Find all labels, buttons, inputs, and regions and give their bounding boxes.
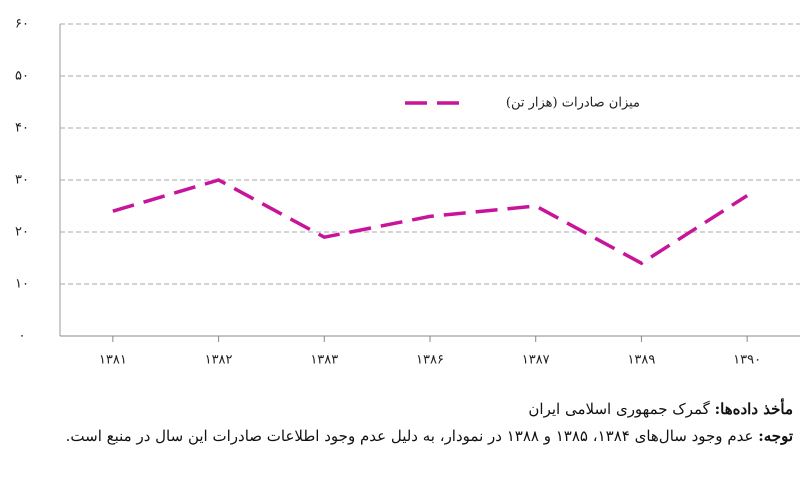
y-tick-label: ۱۰ xyxy=(15,277,29,292)
y-tick-label: ۳۰ xyxy=(15,173,29,188)
source-line: مأخذ داده‌ها: گمرک جمهوری اسلامی ایران xyxy=(8,396,793,423)
y-tick-label: ۶۰ xyxy=(15,17,29,32)
x-tick-label: ۱۳۸۶ xyxy=(416,353,444,368)
chart: ۰ ۱۰ ۲۰ ۳۰ ۴۰ ۵۰ ۶۰ ۱۳۸۱ ۱۳۸۲ ۱۳۸۳ ۱۳۸۶ ۱۳۸۷ ۱۳۸۹ ۱۳۹… xyxy=(15,17,800,368)
note-label: توجه: xyxy=(758,427,793,445)
source-label: مأخذ داده‌ها: xyxy=(714,400,793,418)
line xyxy=(112,178,749,266)
x-tick-label: ۱۳۸۳ xyxy=(310,353,338,368)
source: گمرک جمهوری اسلامی ایران xyxy=(528,400,710,418)
legend-label: میزان صادرات (هزار تن) xyxy=(506,96,640,111)
notes: مأخذ داده‌ها: گمرک جمهوری اسلامی ایران ت… xyxy=(8,396,793,450)
x-tick-label: ۱۳۸۷ xyxy=(522,353,550,368)
x-tick-label: ۱۳۸۹ xyxy=(627,353,655,368)
note: عدم وجود سال‌های ۱۳۸۴، ۱۳۸۵ و ۱۳۸۸ در نم… xyxy=(65,427,754,445)
x-tick-label: ۱۳۹۰ xyxy=(733,353,761,368)
y-tick-label: ۵۰ xyxy=(15,69,29,84)
y-tick-label: ۰ xyxy=(19,329,26,344)
y-tick-label: ۲۰ xyxy=(15,225,29,240)
x-tick-label: ۱۳۸۲ xyxy=(205,353,233,368)
x-tick-label: ۱۳۸۱ xyxy=(99,353,127,368)
note-line: توجه: عدم وجود سال‌های ۱۳۸۴، ۱۳۸۵ و ۱۳۸۸… xyxy=(8,423,793,450)
y-tick-label: ۴۰ xyxy=(15,121,29,136)
